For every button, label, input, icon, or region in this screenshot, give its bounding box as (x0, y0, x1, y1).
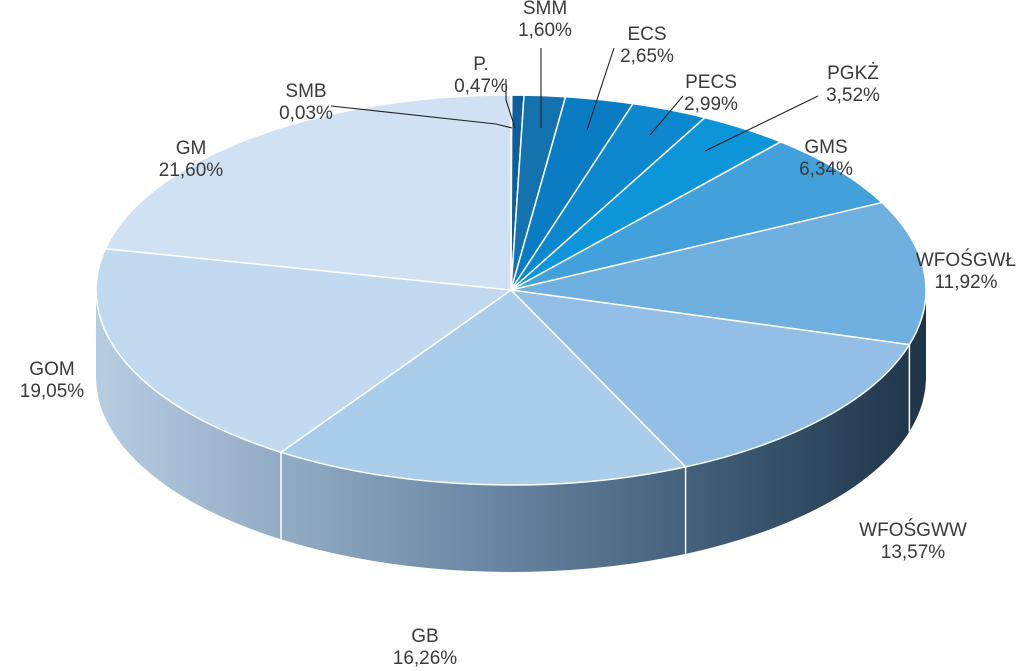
slice-label-p: P. (473, 54, 489, 75)
slice-label-wfosgwl: WFOŚGWŁ (916, 249, 1016, 271)
slice-value-p: 0,47% (454, 76, 508, 97)
pie-side-wall-shape (96, 290, 926, 572)
slice-label-gm: GM (176, 138, 207, 159)
slice-label-pecs: PECS (685, 72, 737, 93)
slice-label-ecs: ECS (627, 24, 666, 45)
slice-label-smm: SMM (523, 0, 567, 19)
pie-top-surface (95, 94, 927, 486)
slice-value-pecs: 2,99% (684, 94, 738, 115)
slice-wfosgwl (510, 201, 927, 346)
slice-label-pgkz: PGKŻ (827, 63, 879, 84)
slice-wfosgww (510, 289, 911, 468)
slice-gms (510, 141, 883, 291)
slice-label-smb: SMB (285, 81, 326, 102)
slice-gm (104, 94, 512, 291)
slice-value-smb: 0,03% (279, 103, 333, 124)
slice-label-wfosgww: WFOŚGWW (859, 519, 967, 541)
slice-value-wfosgwl: 11,92% (934, 272, 997, 293)
slice-value-gb: 16,26% (393, 648, 458, 669)
leader-line-ecs (586, 47, 615, 131)
slice-value-ecs: 2,65% (620, 46, 674, 67)
leader-line-pgkz (704, 95, 819, 152)
leader-line-smb (330, 105, 513, 129)
slice-label-gom: GOM (29, 359, 74, 380)
slice-value-gm: 21,60% (159, 160, 224, 181)
slice-value-smm: 1,60% (518, 20, 572, 41)
slice-gb (280, 289, 687, 486)
slice-value-gom: 19,05% (20, 381, 85, 402)
leader-line-pecs (649, 95, 684, 136)
slice-label-gb: GB (411, 626, 438, 647)
slice-gom (95, 247, 512, 454)
slice-value-pgkz: 3,52% (826, 85, 880, 106)
slice-value-gms: 6,34% (799, 159, 853, 180)
slice-value-wfosgww: 13,57% (881, 542, 946, 563)
slice-label-gms: GMS (804, 137, 847, 158)
pie-side-wall (96, 290, 926, 572)
leader-lines (330, 47, 819, 152)
leader-line-p (505, 79, 516, 129)
